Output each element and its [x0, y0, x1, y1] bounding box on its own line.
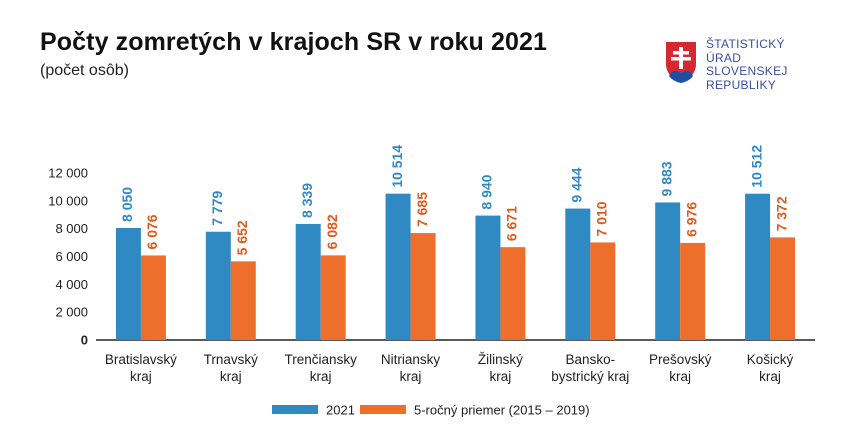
y-tick-label: 8 000 — [55, 221, 88, 236]
category-label: Žilinský — [478, 352, 523, 367]
data-label-2021: 8 940 — [479, 174, 495, 209]
bar-2021 — [565, 208, 591, 340]
data-label-2021: 7 779 — [209, 190, 225, 225]
category-label: kraj — [669, 369, 691, 384]
chart-title: Počty zomretých v krajoch SR v roku 2021 — [40, 28, 547, 56]
data-label-2021: 9 883 — [658, 161, 674, 196]
bar-2021 — [205, 231, 231, 340]
category-label: kraj — [130, 369, 152, 384]
category-label: Nitriansky — [381, 352, 441, 367]
bar-5yr-average — [410, 233, 436, 340]
data-label-5yr-average: 6 976 — [683, 202, 699, 237]
bar-5yr-average — [320, 255, 346, 340]
y-tick-label: 0 — [81, 333, 88, 348]
legend-label-5yr-average: 5-ročný priemer (2015 – 2019) — [414, 403, 590, 418]
bar-2021 — [655, 202, 681, 340]
category-label: Trnavský — [204, 352, 259, 367]
category-label: kraj — [310, 369, 332, 384]
logo-line: ÚRAD — [706, 50, 742, 65]
logo-line: ŠTATISTICKÝ — [706, 37, 785, 51]
bar-5yr-average — [230, 261, 256, 340]
data-label-5yr-average: 6 671 — [504, 206, 520, 241]
chart-subtitle: (počet osôb) — [40, 62, 129, 79]
category-label: Trenčiansky — [285, 352, 358, 367]
bar-2021 — [115, 227, 141, 340]
legend-swatch-5yr-average — [360, 405, 406, 414]
category-label: Košický — [747, 352, 794, 367]
category-label: kraj — [220, 369, 242, 384]
data-label-5yr-average: 6 076 — [144, 214, 160, 249]
slovak-coat-of-arms-icon — [666, 42, 696, 83]
logo-line: REPUBLIKY — [706, 77, 777, 92]
logo-line: SLOVENSKEJ — [706, 64, 788, 78]
category-label: Bratislavský — [105, 352, 177, 367]
data-label-2021: 10 514 — [389, 145, 405, 188]
data-label-5yr-average: 7 685 — [414, 192, 430, 227]
y-tick-label: 6 000 — [55, 249, 88, 264]
category-label: bystrický kraj — [551, 369, 629, 384]
bar-5yr-average — [590, 242, 616, 340]
data-label-5yr-average: 7 372 — [773, 196, 789, 231]
statistical-office-logo: ŠTATISTICKÝ ÚRAD SLOVENSKEJ REPUBLIKY — [664, 37, 824, 108]
y-tick-label: 12 000 — [48, 166, 88, 181]
data-label-2021: 9 444 — [569, 167, 585, 202]
category-label: Bansko- — [566, 352, 616, 367]
category-label: kraj — [400, 369, 422, 384]
legend-label-2021: 2021 — [326, 403, 355, 418]
logo-text: ŠTATISTICKÝ ÚRAD SLOVENSKEJ REPUBLIKY — [706, 37, 788, 92]
category-label: Prešovský — [649, 352, 712, 367]
bar-2021 — [295, 223, 321, 340]
legend-swatch-2021 — [272, 405, 318, 414]
category-label: kraj — [759, 369, 781, 384]
data-label-5yr-average: 5 652 — [234, 220, 250, 255]
data-label-2021: 10 512 — [748, 145, 764, 188]
bar-5yr-average — [680, 242, 706, 340]
data-label-2021: 8 339 — [299, 183, 315, 218]
y-tick-label: 10 000 — [48, 193, 88, 208]
y-tick-label: 4 000 — [55, 277, 88, 292]
bar-2021 — [475, 215, 501, 340]
data-label-2021: 8 050 — [119, 187, 135, 222]
bar-5yr-average — [500, 247, 526, 340]
y-tick-label: 2 000 — [55, 305, 88, 320]
bar-5yr-average — [770, 237, 796, 340]
data-label-5yr-average: 6 082 — [324, 214, 340, 249]
category-label: kraj — [490, 369, 512, 384]
data-label-5yr-average: 7 010 — [594, 201, 610, 236]
bar-5yr-average — [140, 255, 166, 340]
bar-2021 — [385, 193, 411, 340]
bar-2021 — [745, 193, 771, 340]
